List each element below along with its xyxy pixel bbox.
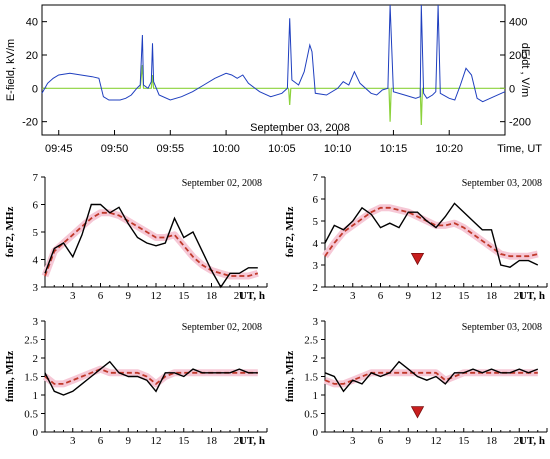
iono-y-tick-label: 3 xyxy=(33,282,39,294)
efield-x-tick-label: 09:45 xyxy=(45,143,73,155)
iono-x-tick-label: 15 xyxy=(458,435,470,447)
iono-y-tick-label: 6 xyxy=(33,200,39,212)
iono-x-tick-label: 15 xyxy=(178,290,190,302)
iono-x-tick-label: 3 xyxy=(350,290,356,302)
iono-x-tick-label: 21 xyxy=(514,290,525,302)
observed-series-line xyxy=(324,360,539,393)
efield-y-tick-label: 0 xyxy=(32,83,38,95)
iono-x-tick-label: 21 xyxy=(234,290,245,302)
dedt-y-tick-label: 0 xyxy=(509,83,515,95)
iono-y-tick-label: 2.5 xyxy=(304,335,318,347)
iono-x-tick-label: 21 xyxy=(234,435,245,447)
iono-x-tick-label: 6 xyxy=(378,290,384,302)
iono-x-tick-label: 12 xyxy=(151,290,162,302)
iono-x-tick-label: 3 xyxy=(350,435,356,447)
dedt-series-line xyxy=(42,64,505,126)
iono-x-tick-label: 3 xyxy=(70,290,76,302)
iono-y-tick-label: 0.5 xyxy=(304,409,318,421)
efield-x-axis-label: Time, UT xyxy=(497,143,542,155)
observed-series-line xyxy=(44,203,258,289)
iono-y-tick-label: 2 xyxy=(33,353,39,365)
efield-x-tick-label: 09:50 xyxy=(101,143,129,155)
efield-x-tick-label: 10:10 xyxy=(324,143,352,155)
iono-y-tick-label: 2.5 xyxy=(24,335,38,347)
iono-y-tick-label: 1.5 xyxy=(24,372,38,384)
efield-y-axis-label: E-field, kV/m xyxy=(5,39,17,101)
iono-x-tick-label: 18 xyxy=(486,290,498,302)
iono-date-label: September 03, 2008 xyxy=(462,322,542,333)
iono-x-axis-label: UT, h xyxy=(519,290,545,302)
iono-x-tick-label: 6 xyxy=(378,435,384,447)
efield-y-tick-label: 40 xyxy=(26,17,38,29)
iono-y-tick-label: 0 xyxy=(33,427,39,439)
iono-date-label: September 02, 2008 xyxy=(182,322,262,333)
iono-x-axis-label: UT, h xyxy=(519,435,545,447)
median-series-line xyxy=(44,368,258,386)
observed-series-line xyxy=(44,360,258,396)
iono-y-tick-label: 3 xyxy=(313,316,319,328)
efield-x-tick-label: 10:05 xyxy=(268,143,296,155)
iono-date-label: September 03, 2008 xyxy=(462,178,542,189)
iono-y-axis-label: foF2, MHz xyxy=(284,207,296,258)
iono-x-tick-label: 21 xyxy=(514,435,525,447)
iono-x-tick-label: 6 xyxy=(98,290,104,302)
dedt-y-tick-label: 400 xyxy=(509,17,527,29)
dedt-y-tick-label: 200 xyxy=(509,50,527,62)
iono-y-tick-label: 4 xyxy=(33,255,39,267)
iono-x-tick-label: 9 xyxy=(126,435,132,447)
efield-series-line xyxy=(41,4,506,103)
iono-y-tick-label: 1 xyxy=(33,390,39,402)
event-marker-icon xyxy=(410,406,425,419)
dedt-y-axis-label: dE/dt , V/m xyxy=(519,43,531,97)
iono-x-tick-label: 12 xyxy=(431,290,442,302)
efield-x-tick-label: 09:55 xyxy=(157,143,185,155)
iono-y-axis-label: foF2, MHz xyxy=(4,207,16,258)
iono-x-tick-label: 15 xyxy=(178,435,190,447)
iono-y-tick-label: 0 xyxy=(313,427,319,439)
event-marker-icon xyxy=(410,253,425,266)
iono-x-tick-label: 12 xyxy=(431,435,442,447)
iono-x-tick-label: 18 xyxy=(206,435,218,447)
iono-y-tick-label: 2 xyxy=(313,353,319,365)
iono-y-tick-label: 1.5 xyxy=(304,372,318,384)
efield-x-tick-label: 10:00 xyxy=(212,143,240,155)
iono-y-tick-label: 5 xyxy=(33,227,39,239)
iono-y-tick-label: 5 xyxy=(313,216,319,228)
iono-x-tick-label: 9 xyxy=(406,435,412,447)
iono-x-tick-label: 15 xyxy=(458,290,470,302)
median-series-line xyxy=(324,206,539,258)
iono-y-tick-label: 3 xyxy=(313,260,319,272)
observed-series-line xyxy=(324,202,539,268)
iono-x-tick-label: 6 xyxy=(98,435,104,447)
efield-y-tick-label: 20 xyxy=(26,50,38,62)
efield-plot-frame xyxy=(41,4,506,136)
efield-x-tick-label: 10:20 xyxy=(435,143,463,155)
iono-x-tick-label: 18 xyxy=(486,435,498,447)
iono-y-tick-label: 6 xyxy=(313,194,319,206)
efield-y-tick-label: -20 xyxy=(22,117,38,129)
iono-date-label: September 02, 2008 xyxy=(182,178,262,189)
iono-y-tick-label: 3 xyxy=(33,316,39,328)
iono-x-axis-label: UT, h xyxy=(239,290,265,302)
iono-y-axis-label: fmin, MHz xyxy=(284,351,296,402)
iono-y-tick-label: 2 xyxy=(313,282,319,294)
iono-y-tick-label: 7 xyxy=(33,172,39,184)
iono-y-tick-label: 0.5 xyxy=(24,409,38,421)
iono-y-tick-label: 1 xyxy=(313,390,319,402)
iono-x-axis-label: UT, h xyxy=(239,435,265,447)
iono-y-axis-label: fmin, MHz xyxy=(4,351,16,402)
iono-y-tick-label: 4 xyxy=(313,238,319,250)
iono-x-tick-label: 9 xyxy=(406,290,412,302)
iono-x-tick-label: 12 xyxy=(151,435,162,447)
iono-x-tick-label: 18 xyxy=(206,290,218,302)
dedt-y-tick-label: -200 xyxy=(509,117,531,129)
efield-x-tick-label: 10:15 xyxy=(380,143,408,155)
iono-x-tick-label: 3 xyxy=(70,435,76,447)
efield-date-label: September 03, 2008 xyxy=(250,122,350,134)
median-band xyxy=(41,209,259,280)
iono-y-tick-label: 7 xyxy=(313,172,319,184)
median-band xyxy=(42,365,258,388)
iono-x-tick-label: 9 xyxy=(126,290,132,302)
